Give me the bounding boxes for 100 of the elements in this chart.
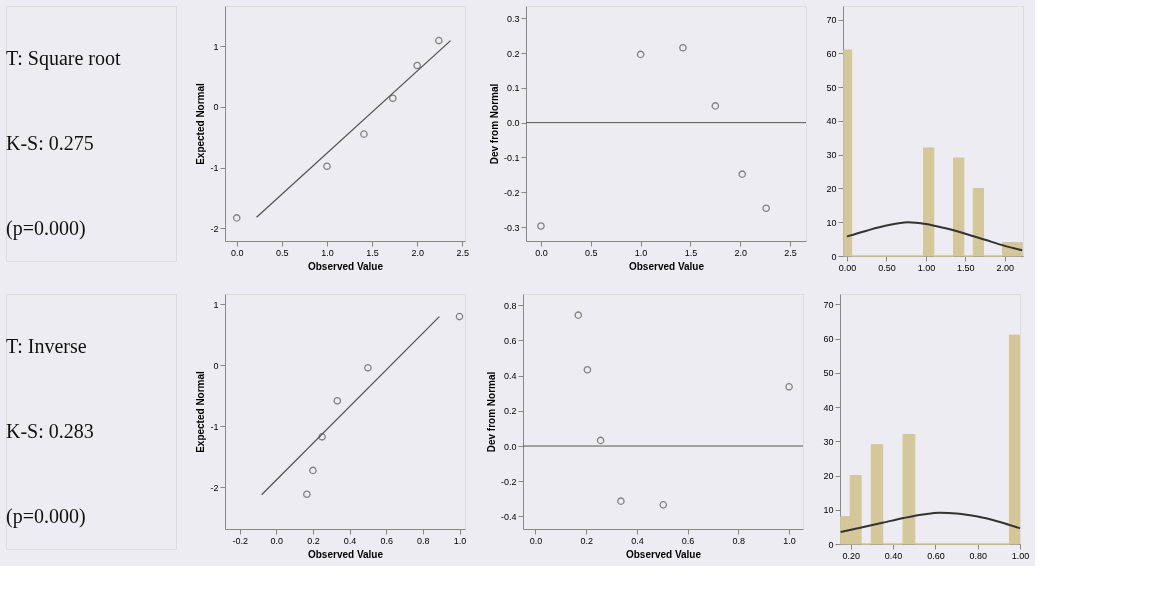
x-tick-label: 0.0 (230, 247, 244, 258)
text: K-S: 0.283 (6, 419, 94, 442)
y-tick-label: -0.3 (503, 222, 520, 233)
y-tick-label: 70 (823, 299, 834, 310)
x-tick-label: 0.5 (585, 247, 598, 258)
text: (p=0.000) (6, 216, 86, 240)
y-tick-label: 40 (826, 116, 837, 127)
x-tick-label: 0.0 (529, 535, 543, 546)
point (583, 365, 592, 374)
x-tick-label: 0.80 (969, 550, 987, 561)
x-axis-title: Observed Value (628, 260, 705, 272)
x-tick-label: 2.0 (411, 247, 424, 258)
y-tick-label: -0.1 (503, 152, 520, 163)
y-tick-label: 1 (213, 41, 219, 52)
x-tick-label: 0.6 (681, 535, 695, 546)
y-axis-title: Expected Normal (195, 370, 207, 453)
x-tick-label: 0.8 (417, 535, 430, 546)
y-axis-title: Dev from Normal (488, 83, 500, 165)
point (711, 102, 720, 110)
y-tick-label: 0.8 (503, 300, 517, 311)
point (636, 50, 645, 59)
y-tick-label: -1 (210, 163, 219, 174)
y-tick-label: 30 (823, 436, 834, 447)
x-axis-title: Observed Value (625, 548, 702, 560)
point (574, 311, 583, 319)
x-tick-label: 2.5 (784, 247, 797, 258)
point (738, 170, 747, 178)
y-axis-title: Expected Normal (195, 82, 207, 165)
point (232, 214, 241, 222)
y-tick-label: 40 (823, 402, 834, 413)
point (762, 204, 770, 213)
y-tick-label: 0.1 (506, 83, 520, 94)
x-tick-label: 0.2 (307, 535, 320, 546)
text: T: Square root (6, 46, 121, 70)
x-tick-label: 1.00 (1011, 550, 1030, 561)
y-tick-label: 60 (823, 334, 834, 345)
x-tick-label: 1.5 (684, 247, 698, 258)
x-tick-label: 0.5 (276, 247, 289, 258)
y-tick-label: -0.2 (500, 476, 517, 487)
point (413, 61, 421, 70)
y-tick-label: 0 (828, 539, 834, 550)
text: (p=0.000) (6, 504, 86, 528)
y-tick-label: 0.3 (506, 13, 520, 24)
y-tick-label: 0 (831, 251, 837, 262)
y-tick-label: 70 (826, 15, 837, 26)
x-tick-label: 0.20 (842, 550, 861, 561)
point (333, 397, 342, 405)
y-axis-title: Dev from Normal (485, 371, 497, 453)
y-tick-label: -2 (210, 482, 219, 493)
x-tick-label: 0.0 (270, 535, 284, 546)
x-axis-title: Observed Value (307, 260, 384, 272)
point (537, 222, 545, 230)
x-tick-label: 2.0 (734, 247, 747, 258)
y-tick-label: 0 (213, 102, 219, 113)
x-tick-label: 1.50 (957, 262, 975, 273)
y-tick-label: 0.0 (506, 118, 520, 129)
x-tick-label: 1.00 (917, 262, 936, 273)
x-tick-label: 0.00 (838, 262, 857, 273)
y-tick-label: -2 (210, 223, 219, 234)
y-tick-label: 50 (823, 368, 834, 379)
x-tick-label: 2.00 (996, 262, 1015, 273)
x-tick-label: 0.6 (380, 535, 393, 546)
y-tick-label: 0 (213, 360, 219, 371)
y-tick-label: -0.2 (503, 187, 520, 198)
x-tick-label: 0.4 (631, 535, 644, 546)
y-tick-label: 0.0 (503, 441, 517, 452)
point (303, 490, 311, 499)
y-tick-label: 30 (826, 150, 837, 161)
x-tick-label: 0.4 (343, 535, 357, 546)
y-tick-label: 0.2 (506, 48, 520, 59)
y-tick-label: 10 (823, 505, 834, 516)
x-tick-label: 1.0 (321, 247, 334, 258)
point (455, 312, 464, 321)
point (435, 36, 443, 45)
y-tick-label: 1 (213, 299, 219, 310)
x-tick-label: 1.0 (453, 535, 467, 546)
y-tick-label: 50 (826, 82, 837, 93)
y-tick-label: 20 (826, 183, 837, 194)
x-tick-label: 0.2 (580, 535, 593, 546)
text: T: Inverse (6, 334, 87, 357)
point (785, 383, 793, 391)
y-tick-label: -1 (210, 421, 219, 432)
x-tick-label: 1.0 (634, 247, 648, 258)
x-tick-label: 2.5 (456, 247, 470, 258)
point (364, 364, 372, 372)
x-tick-label: 1.5 (366, 247, 379, 258)
x-tick-label: 1.0 (783, 535, 796, 546)
point (323, 162, 331, 171)
point (659, 501, 668, 509)
x-tick-label: 0.0 (535, 247, 548, 258)
point (309, 466, 317, 475)
y-tick-label: 20 (823, 471, 834, 482)
y-tick-label: 60 (826, 48, 837, 59)
point (617, 497, 625, 505)
y-tick-label: -0.4 (500, 511, 517, 522)
x-tick-label: 0.60 (927, 550, 945, 561)
point (679, 43, 687, 52)
text: K-S: 0.275 (6, 131, 94, 154)
y-tick-label: 10 (826, 217, 837, 228)
x-tick-label: 0.8 (732, 535, 746, 546)
